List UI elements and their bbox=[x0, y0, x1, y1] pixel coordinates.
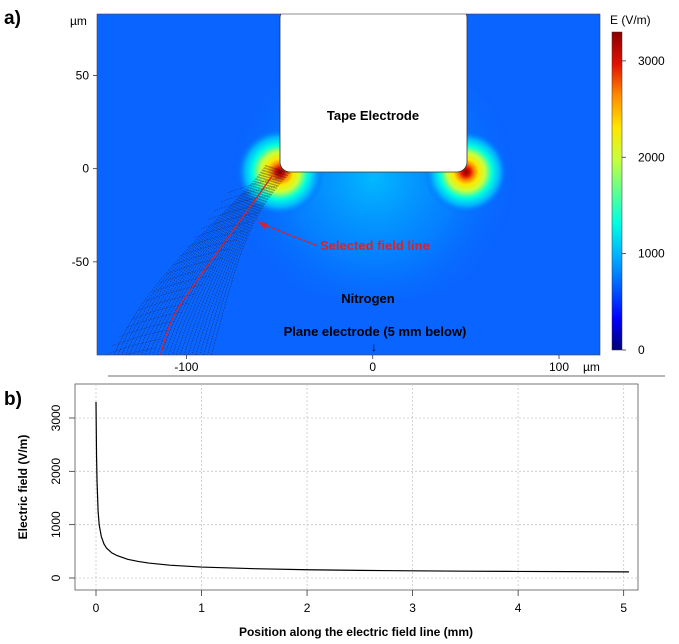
panel-b-y-tick-label: 1000 bbox=[49, 511, 63, 538]
y-unit-label: µm bbox=[70, 14, 87, 28]
field-line bbox=[211, 172, 291, 355]
colorbar-tick-label: 3000 bbox=[638, 54, 665, 68]
field-line bbox=[187, 170, 285, 355]
panel-b-label: b) bbox=[4, 389, 22, 410]
field-line-cross bbox=[159, 266, 217, 284]
field-line-cross bbox=[119, 320, 176, 338]
map-frame bbox=[96, 13, 601, 356]
field-line-cross bbox=[139, 293, 196, 311]
field-line bbox=[195, 171, 287, 355]
field-line bbox=[207, 172, 290, 355]
field-line bbox=[199, 171, 288, 355]
field-line bbox=[137, 166, 272, 355]
field-line-cross bbox=[153, 275, 210, 293]
colorbar-tick-label: 0 bbox=[638, 343, 645, 357]
panel-b-y-tick-label: 0 bbox=[49, 574, 63, 581]
field-line bbox=[125, 165, 270, 355]
colorbar-tick-label: 2000 bbox=[638, 150, 665, 164]
down-arrow-icon: ↓ bbox=[371, 340, 377, 354]
colorbar bbox=[611, 31, 623, 351]
panel-b-x-tick-label: 0 bbox=[93, 601, 100, 615]
field-line bbox=[145, 167, 274, 355]
field-line bbox=[172, 169, 281, 355]
panel-a-y-tick-label: 0 bbox=[82, 162, 89, 176]
panel-a-x-tick-label: 0 bbox=[369, 360, 376, 374]
field-line bbox=[117, 165, 268, 355]
panel-b-y-tick-label: 3000 bbox=[49, 404, 63, 431]
field-line bbox=[113, 164, 267, 355]
field-glow bbox=[183, 60, 563, 300]
tape-electrode bbox=[279, 14, 468, 173]
field-line-cross bbox=[112, 329, 169, 347]
plot-frame bbox=[74, 383, 639, 591]
colorbar-title: E (V/m) bbox=[610, 13, 651, 27]
plot-grid bbox=[75, 384, 638, 590]
field-line-cross bbox=[124, 347, 155, 355]
field-line bbox=[121, 165, 269, 355]
field-line bbox=[152, 168, 276, 355]
field-line bbox=[156, 168, 277, 355]
field-line-cross bbox=[200, 212, 257, 230]
panel-a-label: a) bbox=[4, 8, 21, 29]
x-axis-label: Position along the electric field line (… bbox=[239, 625, 473, 639]
field-line bbox=[191, 171, 286, 355]
field-line-cross bbox=[146, 284, 203, 302]
field-line-cross bbox=[207, 203, 264, 221]
field-line bbox=[176, 169, 282, 355]
selected-field-line-callout bbox=[261, 223, 319, 247]
selected-field-line-label: Selected field line bbox=[320, 238, 430, 253]
panel-a-x-ticks: -100 0 100 bbox=[174, 355, 569, 374]
y-axis-label: Electric field (V/m) bbox=[16, 435, 30, 540]
selected-field-line bbox=[160, 175, 273, 355]
panel-a-y-ticks: 50 0 -50 bbox=[72, 68, 97, 269]
field-line-bundle bbox=[105, 164, 291, 355]
field-line-cross bbox=[227, 176, 285, 194]
nitrogen-label: Nitrogen bbox=[341, 291, 395, 306]
field-line bbox=[203, 172, 289, 355]
field-line bbox=[148, 167, 275, 355]
field-line bbox=[141, 167, 273, 355]
field-line bbox=[180, 170, 283, 355]
field-line bbox=[129, 166, 271, 355]
field-line-cross bbox=[180, 239, 237, 257]
field-line-cross bbox=[173, 248, 230, 266]
panel-b-x-tick-label: 3 bbox=[409, 601, 416, 615]
panel-a: a) Tape Electrode Nitrogen Plane electro… bbox=[4, 8, 665, 374]
field-line-cross bbox=[105, 338, 162, 355]
field-line bbox=[183, 170, 284, 355]
panel-a-y-tick-label: 50 bbox=[76, 68, 90, 82]
plane-electrode-label: Plane electrode (5 mm below) bbox=[284, 324, 467, 339]
panel-b-y-tick-label: 2000 bbox=[49, 458, 63, 485]
panel-a-x-tick-label: 100 bbox=[549, 360, 569, 374]
field-line-cross bbox=[125, 311, 183, 329]
panel-b-x-tick-label: 1 bbox=[198, 601, 205, 615]
colorbar-ticks: 3000 2000 1000 0 bbox=[622, 54, 665, 357]
x-unit-label: µm bbox=[583, 360, 600, 374]
field-line-cross bbox=[132, 302, 189, 320]
tape-electrode-label: Tape Electrode bbox=[327, 108, 419, 123]
panel-a-x-tick-label: -100 bbox=[174, 360, 198, 374]
field-line-cross bbox=[166, 257, 223, 275]
field-line bbox=[160, 168, 278, 355]
panel-b-x-tick-label: 5 bbox=[620, 601, 627, 615]
field-map bbox=[97, 14, 600, 355]
panel-b-x-ticks: 0 1 2 3 4 5 bbox=[93, 590, 627, 615]
colorbar-tick-label: 1000 bbox=[638, 247, 665, 261]
field-line-cross bbox=[187, 230, 244, 248]
panel-b: b) 0 1000 2000 3000 0 1 2 3 4 5 Position along t… bbox=[4, 383, 639, 639]
panel-b-x-tick-label: 4 bbox=[515, 601, 522, 615]
panel-b-y-ticks: 0 1000 2000 3000 bbox=[49, 404, 75, 581]
panel-a-y-tick-label: -50 bbox=[72, 255, 90, 269]
field-profile-line bbox=[95, 401, 629, 573]
field-line-cross bbox=[193, 221, 251, 239]
panel-b-x-tick-label: 2 bbox=[304, 601, 311, 615]
field-line bbox=[133, 166, 272, 355]
field-line-cross bbox=[221, 185, 278, 203]
callout-arrowhead bbox=[258, 222, 268, 229]
field-line-cross bbox=[214, 194, 271, 212]
